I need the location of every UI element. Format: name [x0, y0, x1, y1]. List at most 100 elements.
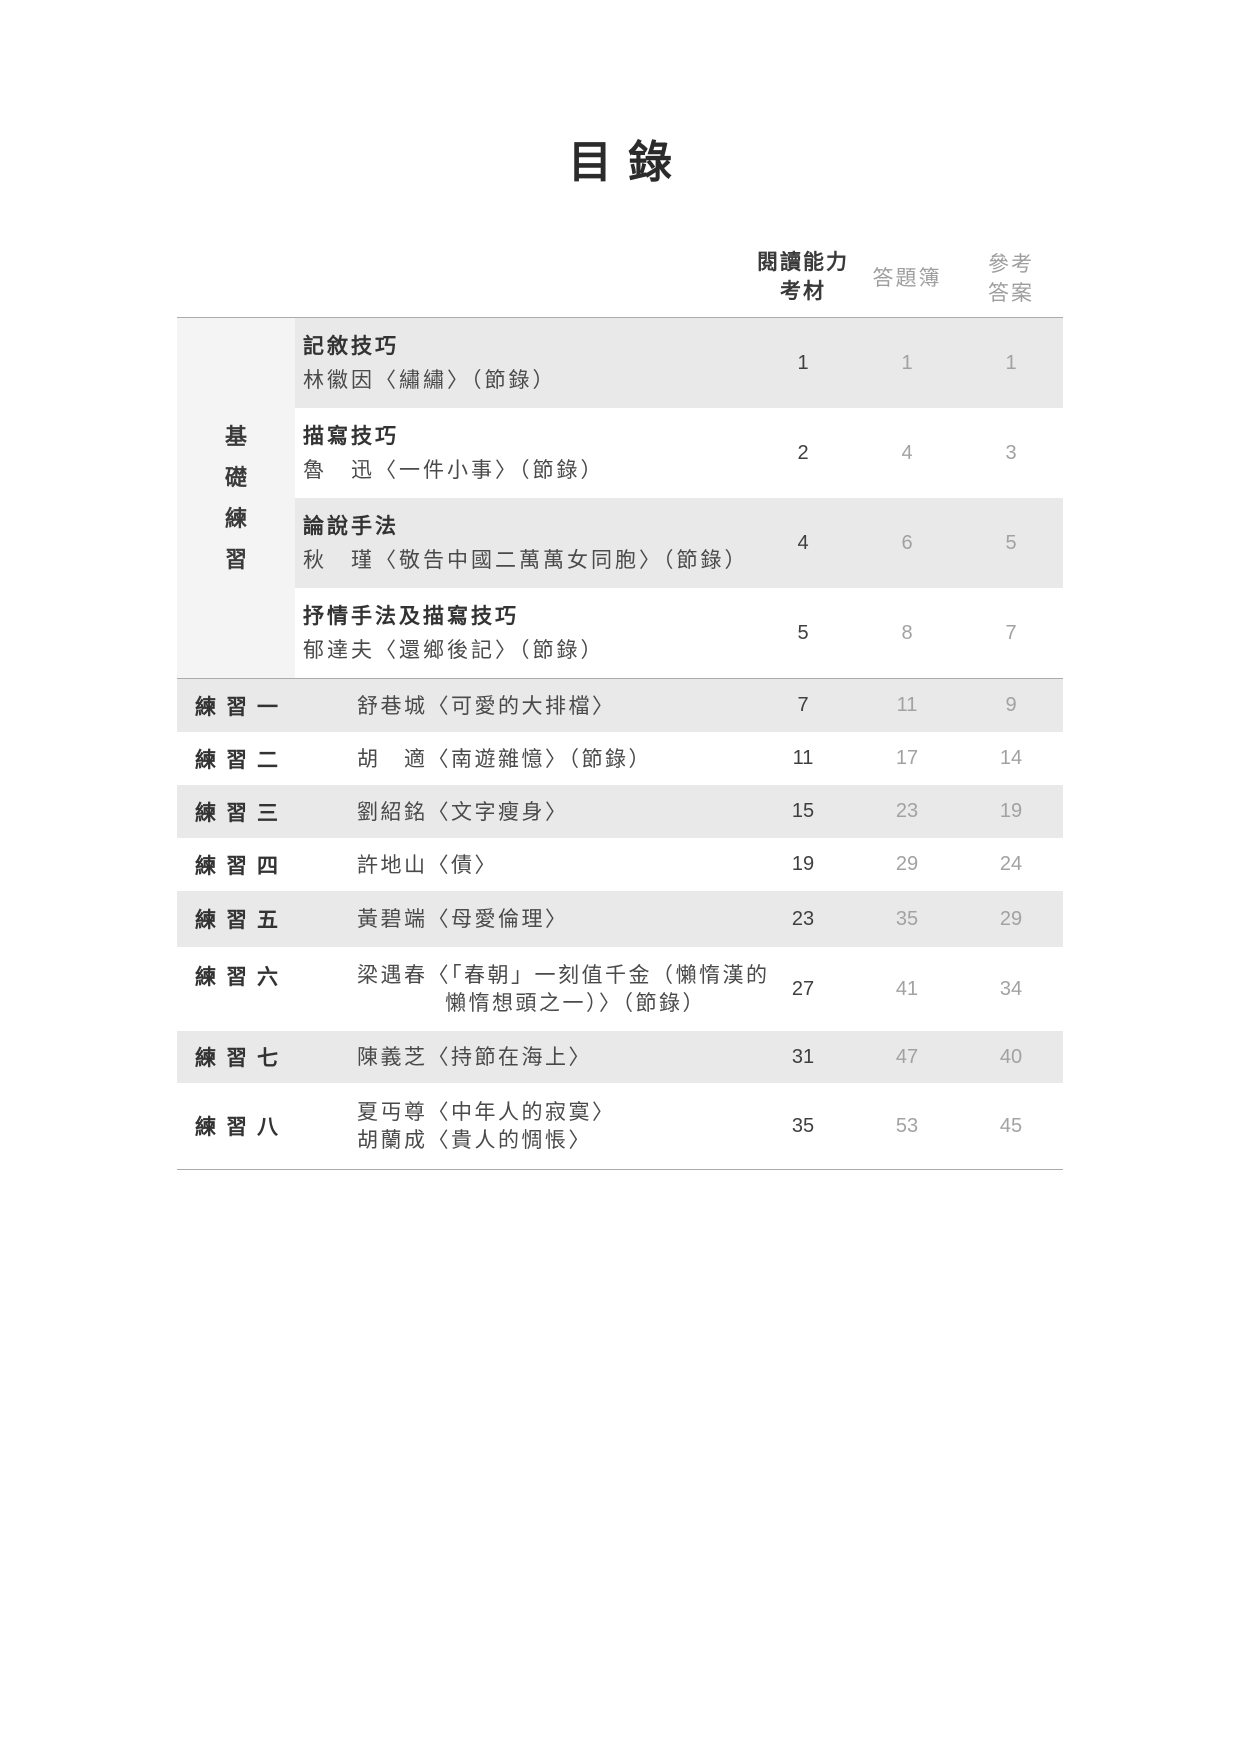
entry-title-cell: 梁遇春〈「春朝」一刻值千金（懶惰漢的 懶惰想頭之一）〉（節錄） [357, 947, 770, 1031]
entry-title-cell: 記敘技巧 林徽因〈繡繡〉（節錄） [295, 318, 751, 408]
basic-rows: 記敘技巧 林徽因〈繡繡〉（節錄） 1 1 1 描寫技巧 魯 迅〈一件小事〉（節錄… [295, 318, 1063, 678]
page-number-answer-book: 35 [895, 907, 919, 930]
header-reading-line1: 閱讀能力 [757, 250, 849, 274]
page-number-answer-book: 41 [895, 977, 919, 1000]
entry-title-cell: 論說手法 秋 瑾〈敬告中國二萬萬女同胞〉（節錄） [295, 498, 751, 588]
title-line: 陳義芝〈持節在海上〉 [357, 1045, 592, 1069]
table-row: 練習五 黃碧端〈母愛倫理〉 23 35 29 [177, 891, 1063, 947]
table-row: 練習一 舒巷城〈可愛的大排檔〉 7 11 9 [177, 679, 1063, 732]
source-text: 魯 迅〈一件小事〉（節錄） [303, 458, 605, 482]
page-number-ref-answer: 5 [1005, 531, 1017, 554]
table-row: 練習八 夏丏尊〈中年人的寂寞〉 胡蘭成〈貴人的惆悵〉 35 53 45 [177, 1083, 1063, 1169]
table-row: 練習四 許地山〈債〉 19 29 24 [177, 838, 1063, 891]
practice-label: 練習二 [195, 747, 288, 772]
table-row: 練習三 劉紹銘〈文字瘦身〉 15 23 19 [177, 785, 1063, 838]
basic-practice-block: 基 礎 練 習 記敘技巧 林徽因〈繡繡〉（節錄） 1 1 1 描寫技 [177, 317, 1063, 678]
page-number-ref-answer: 1 [1005, 351, 1017, 374]
skill-label: 描寫技巧 [303, 424, 399, 448]
skill-label: 抒情手法及描寫技巧 [303, 604, 519, 628]
page-number-answer-book: 4 [901, 441, 913, 464]
page-number-ref-answer: 9 [1005, 694, 1017, 716]
page-number-reading: 27 [791, 977, 815, 1000]
title-line: 劉紹銘〈文字瘦身〉 [357, 799, 569, 824]
page-number-reading: 5 [797, 621, 809, 644]
title-line: 許地山〈債〉 [357, 852, 498, 877]
table-row: 論說手法 秋 瑾〈敬告中國二萬萬女同胞〉（節錄） 4 6 5 [295, 498, 1063, 588]
table-row: 練習七 陳義芝〈持節在海上〉 31 47 40 [177, 1031, 1063, 1083]
practice-label: 練習六 [195, 965, 288, 989]
entry-title-cell: 黃碧端〈母愛倫理〉 [357, 891, 751, 947]
page-number-ref-answer: 24 [999, 853, 1023, 875]
header-answer-book: 答題簿 [872, 266, 942, 290]
entry-title-cell: 劉紹銘〈文字瘦身〉 [357, 785, 751, 838]
entry-title-cell: 舒巷城〈可愛的大排檔〉 [357, 679, 751, 732]
page-number-ref-answer: 40 [999, 1045, 1023, 1068]
source-text: 郁達夫〈還鄉後記〉（節錄） [303, 638, 605, 662]
table-row: 記敘技巧 林徽因〈繡繡〉（節錄） 1 1 1 [295, 318, 1063, 408]
title-line: 夏丏尊〈中年人的寂寞〉 [357, 1100, 616, 1124]
practice-label: 練習七 [195, 1046, 288, 1070]
table-row: 練習六 梁遇春〈「春朝」一刻值千金（懶惰漢的 懶惰想頭之一）〉（節錄） 27 4… [177, 947, 1063, 1031]
source-text: 秋 瑾〈敬告中國二萬萬女同胞〉（節錄） [303, 548, 749, 572]
practice-label: 練習一 [195, 694, 288, 719]
entry-title-cell: 胡 適〈南遊雜憶〉（節錄） [357, 732, 751, 785]
page-number-ref-answer: 29 [999, 907, 1023, 930]
page-number-ref-answer: 7 [1005, 621, 1017, 644]
page-number-reading: 4 [797, 531, 809, 554]
page-number-reading: 23 [791, 907, 815, 930]
table-row: 練習二 胡 適〈南遊雜憶〉（節錄） 11 17 14 [177, 732, 1063, 785]
page-number-reading: 7 [797, 694, 809, 716]
page-number-answer-book: 11 [896, 694, 918, 716]
page-number-ref-answer: 3 [1005, 441, 1017, 464]
page-number-reading: 19 [791, 853, 815, 875]
table-row: 描寫技巧 魯 迅〈一件小事〉（節錄） 2 4 3 [295, 408, 1063, 498]
title-line: 黃碧端〈母愛倫理〉 [357, 907, 569, 931]
title-line: 梁遇春〈「春朝」一刻值千金（懶惰漢的 [357, 963, 770, 987]
page-number-answer-book: 8 [901, 621, 913, 644]
page-number-answer-book: 53 [895, 1114, 919, 1137]
title-line: 懶惰想頭之一）〉（節錄） [445, 991, 706, 1015]
table-row: 抒情手法及描寫技巧 郁達夫〈還鄉後記〉（節錄） 5 8 7 [295, 588, 1063, 678]
header-ref-line1: 參考 [988, 252, 1034, 276]
page-number-answer-book: 23 [895, 800, 919, 822]
skill-label: 記敘技巧 [303, 334, 399, 358]
source-text: 林徽因〈繡繡〉（節錄） [303, 368, 557, 392]
practice-label: 練習八 [195, 1115, 288, 1139]
entry-title-cell: 夏丏尊〈中年人的寂寞〉 胡蘭成〈貴人的惆悵〉 [357, 1083, 751, 1169]
page-number-reading: 1 [797, 351, 809, 374]
page-number-answer-book: 1 [901, 351, 913, 374]
page-number-reading: 11 [792, 747, 814, 769]
page-number-ref-answer: 34 [999, 977, 1023, 1000]
entry-title-cell: 許地山〈債〉 [357, 838, 751, 891]
practice-label: 練習四 [195, 853, 288, 878]
page-number-reading: 15 [791, 800, 815, 822]
page-number-reading: 31 [791, 1045, 815, 1068]
page-number-ref-answer: 45 [999, 1114, 1023, 1137]
group-label-char: 習 [224, 547, 247, 572]
page-number-ref-answer: 14 [999, 747, 1023, 769]
page-number-answer-book: 29 [895, 853, 919, 875]
practice-section: 練習一 舒巷城〈可愛的大排檔〉 7 11 9 練習二 胡 適〈南遊雜憶〉（節錄）… [177, 678, 1063, 1170]
entry-title-cell: 抒情手法及描寫技巧 郁達夫〈還鄉後記〉（節錄） [295, 588, 751, 678]
page-number-answer-book: 47 [895, 1045, 919, 1068]
page-title: 目錄 [568, 138, 688, 187]
group-label-char: 練 [224, 506, 247, 531]
header-reference-answer: 參考 答案 [959, 250, 1063, 308]
page-number-ref-answer: 19 [999, 800, 1023, 822]
column-headers: 閱讀能力 考材 答題簿 參考 答案 [177, 228, 1063, 308]
page-number-answer-book: 17 [895, 747, 919, 769]
practice-label: 練習五 [195, 908, 288, 932]
header-ref-line2: 答案 [988, 281, 1034, 305]
title-line: 胡蘭成〈貴人的惆悵〉 [357, 1128, 592, 1152]
group-label-char: 礎 [224, 465, 247, 490]
header-reading-materials: 閱讀能力 考材 [751, 248, 855, 308]
page-number-reading: 2 [797, 441, 809, 464]
entry-title-cell: 描寫技巧 魯 迅〈一件小事〉（節錄） [295, 408, 751, 498]
title-line: 胡 適〈南遊雜憶〉（節錄） [357, 746, 652, 771]
page-number-answer-book: 6 [901, 531, 913, 554]
group-label-basic-practice: 基 礎 練 習 [177, 318, 295, 678]
page-number-reading: 35 [791, 1114, 815, 1137]
practice-label: 練習三 [195, 800, 288, 825]
group-label-char: 基 [224, 424, 247, 449]
